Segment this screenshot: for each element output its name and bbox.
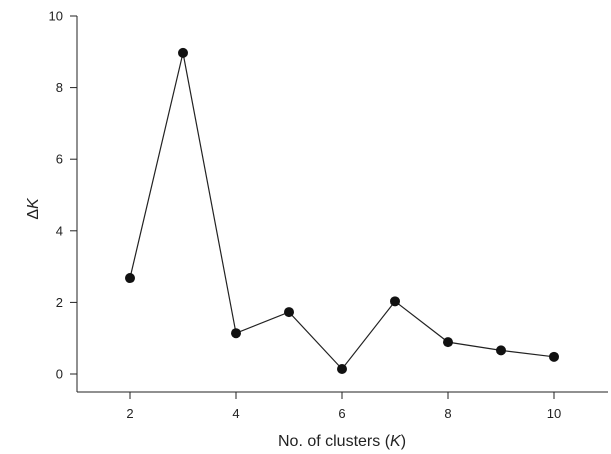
y-tick-label: 8 — [56, 80, 63, 95]
axes-frame — [76, 16, 608, 393]
y-tick-label: 0 — [56, 367, 63, 382]
data-point — [284, 307, 294, 318]
y-axis-label: ΔK — [25, 197, 42, 220]
y-tick-label: 6 — [56, 152, 63, 167]
x-axis-label: No. of clusters (K) — [278, 433, 406, 450]
y-tick-label: 10 — [49, 9, 63, 24]
data-point — [231, 328, 241, 339]
data-point — [443, 337, 453, 348]
data-point — [549, 351, 559, 362]
data-point — [178, 47, 188, 58]
x-tick-label: 4 — [232, 406, 239, 421]
data-point — [390, 296, 400, 307]
x-tick-label: 8 — [444, 406, 451, 421]
y-tick-label: 2 — [56, 295, 63, 310]
data-point — [337, 363, 347, 374]
y-axis-ticks: 0 2 4 6 8 10 — [49, 9, 77, 382]
data-series — [125, 47, 559, 374]
x-tick-label: 2 — [126, 406, 133, 421]
x-axis-ticks: 2 4 6 8 10 — [126, 392, 561, 421]
data-point — [125, 273, 135, 284]
x-tick-label: 10 — [547, 406, 561, 421]
y-tick-label: 4 — [56, 223, 63, 238]
x-tick-label: 6 — [338, 406, 345, 421]
series-line — [129, 52, 555, 370]
data-point — [496, 345, 506, 356]
